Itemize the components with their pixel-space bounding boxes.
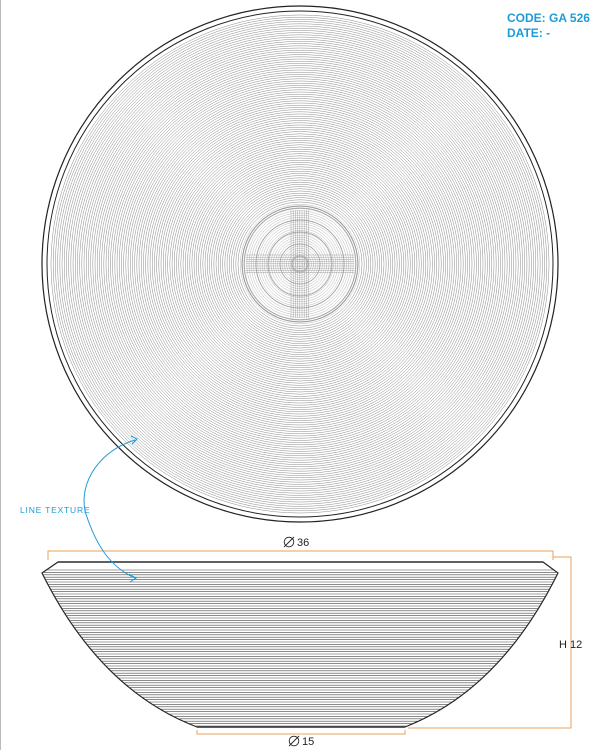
dimension-lines — [47, 550, 572, 735]
top-diameter-label: 36 — [283, 536, 309, 549]
product-code: CODE: GA 526 — [507, 11, 590, 25]
side-view — [41, 561, 559, 728]
inner-rim — [46, 10, 554, 518]
curved-arrow-icon — [83, 439, 136, 579]
base-diameter-value: 15 — [302, 736, 314, 748]
base-diameter-label: 15 — [288, 735, 314, 748]
medallion-cross-pattern — [243, 207, 357, 321]
top-diameter-dimension-line — [47, 550, 554, 560]
height-dimension-line — [408, 556, 572, 729]
diameter-symbol-stroke — [288, 735, 300, 747]
line-texture-callout: LINE TEXTURE — [20, 435, 138, 583]
drawing-info: CODE: GA 526 DATE: - — [507, 11, 590, 41]
height-value: H 12 — [559, 639, 582, 651]
top-diameter-value: 36 — [297, 537, 309, 549]
diameter-symbol-icon — [283, 536, 295, 548]
base-diameter-dimension-line — [196, 730, 406, 735]
center-medallion-outline — [241, 205, 359, 323]
diameter-symbol-stroke — [283, 536, 295, 548]
diameter-symbol-icon — [288, 735, 300, 747]
drawing-date: DATE: - — [507, 26, 551, 40]
callout-label: LINE TEXTURE — [20, 505, 90, 515]
top-view — [41, 5, 559, 523]
center-medallion — [241, 205, 359, 323]
arrowhead-top-icon — [130, 435, 138, 445]
arrowhead-bottom-icon — [128, 573, 137, 583]
